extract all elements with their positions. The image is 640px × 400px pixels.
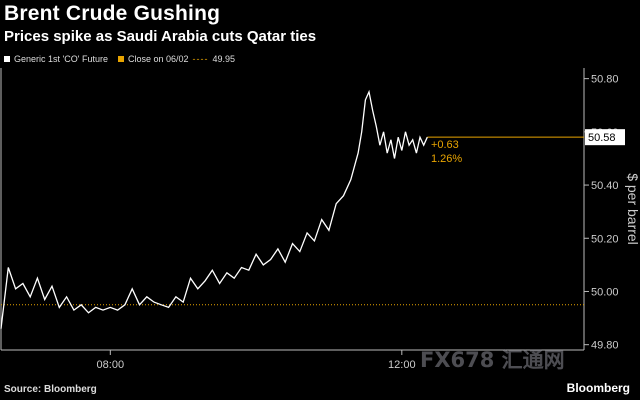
y-tick-label: 50.40 [591,180,619,192]
series-swatch-icon [4,56,10,62]
legend-ref-value: 49.95 [212,54,236,64]
y-axis-label: $ per barrel [625,173,640,245]
x-tick-label: 08:00 [97,359,125,371]
brand-logo: Bloomberg [566,381,630,395]
last-value-box [585,129,625,146]
last-value-label: 50.58 [588,132,616,144]
y-tick-label: 50.00 [591,286,619,298]
legend-series-label: Generic 1st 'CO' Future [14,54,108,64]
legend: Generic 1st 'CO' Future Close on 06/02 -… [4,54,245,64]
series-line-0 [0,89,428,329]
annotation-pct: 1.26% [431,153,462,165]
x-tick-label: 12:00 [388,359,416,371]
y-tick-label: 50.80 [591,74,619,86]
y-tick-label: 50.20 [591,233,619,245]
watermark: FX678 汇通网 [420,348,565,372]
legend-item-series: Generic 1st 'CO' Future [4,54,108,64]
reference-swatch-icon [117,56,124,62]
legend-ref-label: Close on 06/02 [127,54,189,64]
dash-line-icon: ---- [192,54,209,64]
annotation-change: +0.63 [431,139,459,151]
chart-subtitle: Prices spike as Saudi Arabia cuts Qatar … [4,28,317,45]
y-tick-label: 49.80 [591,340,619,352]
chart-title: Brent Crude Gushing [4,2,221,25]
source-note: Source: Bloomberg [4,384,97,395]
legend-item-reference: Close on 06/02 ---- 49.95 [117,54,236,64]
